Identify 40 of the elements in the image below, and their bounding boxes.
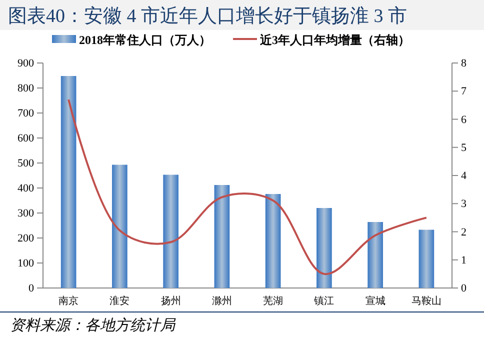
- chart-title: 图表40：安徽 4 市近年人口增长好于镇扬淮 3 市: [8, 5, 407, 27]
- text: 资料来源：各地方统计局: [10, 317, 176, 334]
- x-tick-label: 马鞍山: [411, 295, 442, 307]
- bar: [368, 222, 383, 288]
- x-tick-label: 滁州: [212, 295, 232, 307]
- x-tick-label: 镇江: [313, 295, 334, 307]
- y2-tick-label: 6: [461, 114, 467, 126]
- y2-tick-label: 1: [461, 254, 466, 266]
- bar: [316, 208, 332, 288]
- x-tick-label: 宣城: [365, 295, 386, 307]
- bar: [60, 76, 76, 288]
- x-tick-label: 淮安: [110, 295, 130, 307]
- x-tick-label: 南京: [58, 295, 79, 307]
- line-series: [68, 98, 428, 275]
- y-tick-label: 100: [18, 258, 34, 270]
- y-tick-label: 300: [18, 208, 34, 220]
- y-tick-label: 700: [18, 108, 34, 120]
- y2-tick-label: 3: [461, 198, 467, 210]
- y2-tick-label: 7: [461, 86, 467, 98]
- y2-tick-label: 8: [461, 58, 467, 70]
- legend-label: 近3年人口年均增量（右轴）: [259, 33, 410, 47]
- y2-tick-label: 0: [461, 282, 467, 295]
- x-tick-label: 扬州: [160, 295, 181, 307]
- y-tick-label: 500: [18, 158, 34, 170]
- bar: [214, 185, 230, 288]
- bar: [163, 174, 178, 288]
- y-tick-label: 200: [18, 232, 34, 245]
- y-tick-label: 0: [28, 282, 34, 295]
- y2-tick-label: 4: [461, 170, 467, 182]
- bar: [112, 164, 128, 288]
- y2-tick-label: 5: [461, 142, 467, 154]
- y-tick-label: 900: [18, 58, 34, 70]
- legend-label: 2018年常住人口（万人）: [79, 33, 211, 47]
- y-tick-label: 400: [18, 182, 34, 195]
- bar: [418, 230, 434, 288]
- x-tick-label: 芜湖: [263, 295, 284, 307]
- bar: [265, 194, 281, 288]
- y-tick-label: 600: [18, 132, 34, 145]
- y2-tick-label: 2: [461, 226, 466, 238]
- y-tick-label: 800: [18, 82, 34, 95]
